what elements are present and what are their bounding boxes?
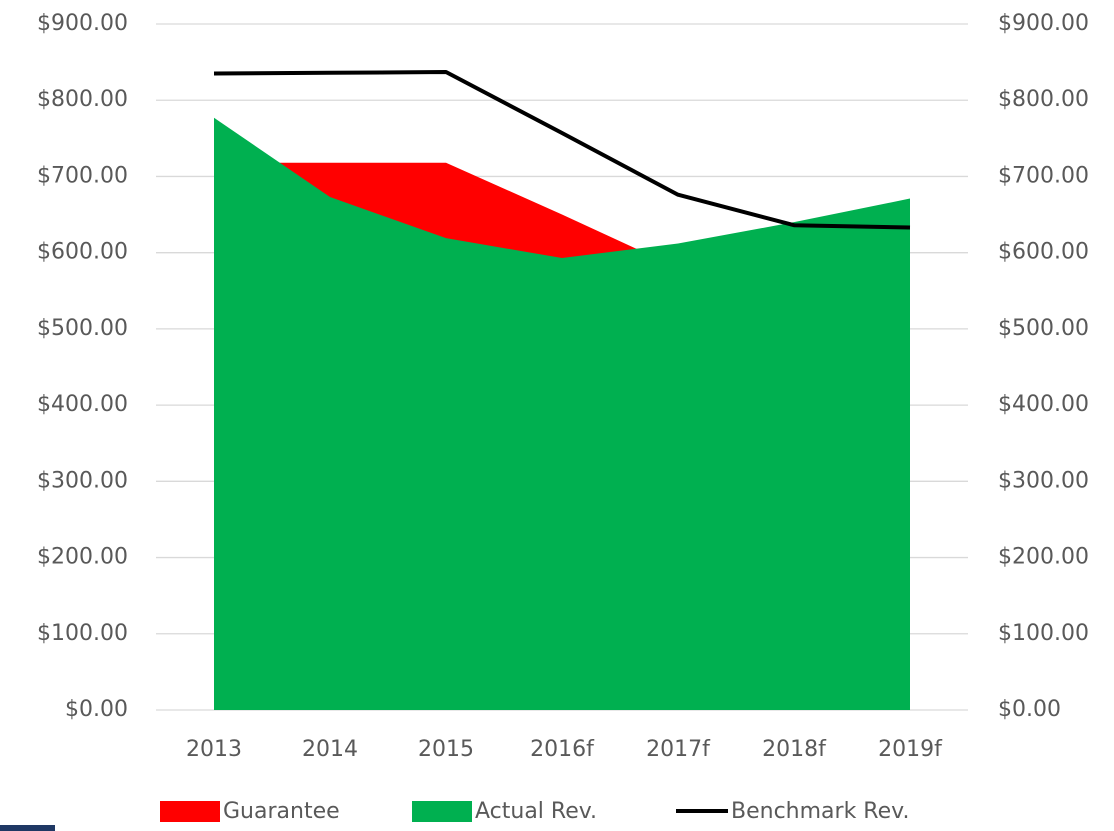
y2-tick-label: $100.00 (998, 621, 1089, 646)
y2-tick-label: $500.00 (998, 316, 1089, 341)
x-tick-label: 2019f (878, 737, 943, 762)
y2-tick-label: $300.00 (998, 468, 1089, 493)
y-tick-label: $400.00 (37, 392, 128, 417)
legend-swatch (412, 801, 472, 822)
y-tick-label: $100.00 (37, 621, 128, 646)
y2-tick-label: $0.00 (998, 697, 1061, 722)
y-tick-label: $0.00 (65, 697, 128, 722)
y2-tick-label: $900.00 (998, 11, 1089, 36)
legend-swatch (160, 801, 220, 822)
y2-tick-label: $200.00 (998, 545, 1089, 570)
y-tick-label: $900.00 (37, 11, 128, 36)
legend-label: Benchmark Rev. (731, 799, 909, 824)
x-tick-label: 2014 (302, 737, 358, 762)
y-tick-label: $600.00 (37, 240, 128, 265)
y-tick-label: $800.00 (37, 87, 128, 112)
y-tick-label: $700.00 (37, 163, 128, 188)
legend-label: Actual Rev. (475, 799, 597, 824)
area (214, 117, 910, 710)
corner-decoration (0, 825, 55, 831)
y-tick-label: $200.00 (37, 545, 128, 570)
y2-tick-label: $400.00 (998, 392, 1089, 417)
y2-tick-label: $700.00 (998, 163, 1089, 188)
plot (213, 70, 911, 711)
x-tick-label: 2015 (418, 737, 474, 762)
y-tick-label: $300.00 (37, 468, 128, 493)
x-tick-label: 2013 (186, 737, 242, 762)
y-tick-label: $500.00 (37, 316, 128, 341)
legend-label: Guarantee (223, 799, 340, 824)
x-tick-label: 2016f (530, 737, 595, 762)
x-tick-label: 2017f (646, 737, 711, 762)
y2-tick-label: $600.00 (998, 240, 1089, 265)
y2-tick-label: $800.00 (998, 87, 1089, 112)
line (213, 70, 911, 230)
x-tick-label: 2018f (762, 737, 827, 762)
